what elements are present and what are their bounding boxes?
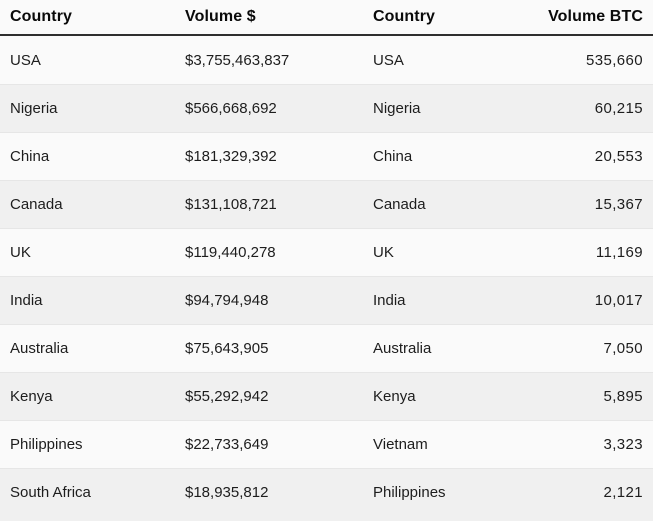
country-usd-cell: Nigeria bbox=[10, 100, 58, 117]
volume-usd-cell: $75,643,905 bbox=[185, 340, 269, 357]
table-row: Kenya $55,292,942 Kenya 5,895 bbox=[0, 372, 653, 420]
table-row: Philippines $22,733,649 Vietnam 3,323 bbox=[0, 420, 653, 468]
table-body: USA $3,755,463,837 USA 535,660 Nigeria $566,6… bbox=[0, 36, 653, 516]
header-volume-usd: Volume $ bbox=[185, 8, 256, 25]
volume-usd-cell: $181,329,392 bbox=[185, 148, 277, 165]
country-btc-cell: Australia bbox=[373, 340, 432, 357]
table-row: India $94,794,948 India 10,017 bbox=[0, 276, 653, 324]
country-usd-cell: USA bbox=[10, 51, 41, 69]
volume-btc-cell: 10,017 bbox=[594, 292, 643, 309]
volume-btc-cell: 5,895 bbox=[603, 388, 643, 405]
table-row: South Africa $18,935,812 Philippines 2,121 bbox=[0, 468, 653, 516]
table-row: China $181,329,392 China 20,553 bbox=[0, 132, 653, 180]
volume-usd-cell: $131,108,721 bbox=[185, 196, 277, 213]
table-header-row: Country Volume $ Country Volume BTC bbox=[0, 0, 653, 36]
country-usd-cell: India bbox=[10, 292, 43, 309]
country-usd-cell: UK bbox=[10, 244, 31, 261]
volume-btc-cell: 535,660 bbox=[585, 51, 643, 69]
country-btc-cell: Nigeria bbox=[373, 100, 421, 117]
volume-usd-cell: $566,668,692 bbox=[185, 100, 277, 117]
volume-usd-cell: $3,755,463,837 bbox=[185, 51, 290, 69]
header-country-btc: Country bbox=[373, 8, 436, 25]
table-row: Australia $75,643,905 Australia 7,050 bbox=[0, 324, 653, 372]
volume-usd-cell: $55,292,942 bbox=[185, 388, 269, 405]
table-row: Canada $131,108,721 Canada 15,367 bbox=[0, 180, 653, 228]
country-btc-cell: USA bbox=[373, 51, 404, 69]
volume-btc-cell: 15,367 bbox=[594, 196, 643, 213]
volume-btc-cell: 11,169 bbox=[595, 244, 643, 261]
country-usd-cell: Canada bbox=[10, 196, 63, 213]
volume-usd-cell: $22,733,649 bbox=[185, 436, 269, 453]
volume-usd-cell: $18,935,812 bbox=[185, 484, 269, 501]
table-row: Nigeria $566,668,692 Nigeria 60,215 bbox=[0, 84, 653, 132]
country-btc-cell: Canada bbox=[373, 196, 426, 213]
country-usd-cell: Philippines bbox=[10, 436, 83, 453]
header-country-usd: Country bbox=[10, 8, 73, 25]
country-btc-cell: Philippines bbox=[373, 484, 446, 501]
table-row: UK $119,440,278 UK 11,169 bbox=[0, 228, 653, 276]
country-usd-cell: South Africa bbox=[10, 484, 91, 501]
country-btc-cell: China bbox=[373, 148, 413, 165]
volume-btc-cell: 3,323 bbox=[603, 436, 643, 453]
table-row: USA $3,755,463,837 USA 535,660 bbox=[0, 36, 653, 84]
country-btc-cell: Vietnam bbox=[373, 436, 428, 453]
volume-usd-cell: $94,794,948 bbox=[185, 292, 269, 309]
country-btc-cell: Kenya bbox=[373, 388, 416, 405]
volume-btc-cell: 2,121 bbox=[603, 484, 643, 501]
country-btc-cell: India bbox=[373, 292, 406, 309]
volume-btc-cell: 20,553 bbox=[594, 148, 643, 165]
header-volume-btc: Volume BTC bbox=[548, 8, 643, 25]
volume-usd-cell: $119,440,278 bbox=[185, 244, 276, 261]
country-btc-cell: UK bbox=[373, 244, 394, 261]
volume-btc-cell: 60,215 bbox=[594, 100, 643, 117]
country-usd-cell: Kenya bbox=[10, 388, 53, 405]
volume-btc-cell: 7,050 bbox=[603, 340, 643, 357]
country-usd-cell: China bbox=[10, 148, 50, 165]
country-usd-cell: Australia bbox=[10, 340, 69, 357]
